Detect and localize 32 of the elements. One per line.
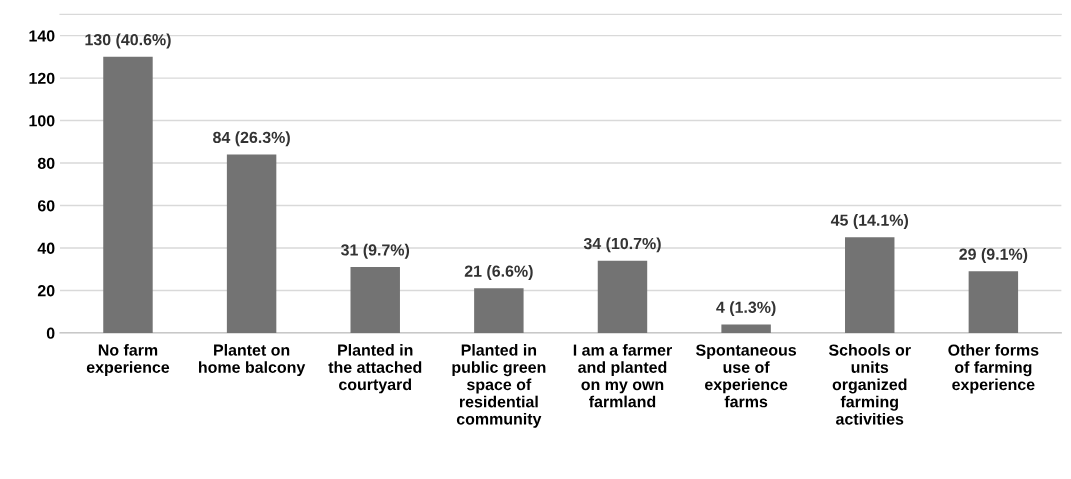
- y-tick-label: 80: [37, 157, 55, 169]
- y-tick-label: 100: [29, 115, 55, 127]
- bar: [845, 237, 895, 333]
- x-tick-label: Other forms of farming experience: [948, 344, 1039, 394]
- bar: [968, 271, 1019, 333]
- data-label: 45 (14.1%): [830, 214, 909, 230]
- bar: [721, 324, 771, 333]
- bar: [103, 56, 153, 333]
- y-tick-label: 140: [29, 30, 55, 42]
- x-tick-label: I am a farmer and planted on my own farmland: [573, 344, 672, 408]
- data-label: 130 (40.6%): [85, 33, 171, 49]
- bar: [597, 260, 648, 333]
- data-label: 31 (9.7%): [340, 243, 410, 259]
- y-tick-label: 0: [46, 327, 55, 339]
- y-tick-label: 120: [29, 72, 55, 85]
- x-tick-label: Schools or units organized farming activities: [828, 344, 911, 425]
- bar: [474, 288, 524, 333]
- data-label: 34 (10.7%): [583, 237, 661, 253]
- data-label: 4 (1.3%): [716, 301, 776, 317]
- y-tick-label: 40: [37, 242, 55, 254]
- data-label: 84 (26.3%): [213, 131, 290, 147]
- data-label: 21 (6.6%): [464, 265, 533, 280]
- x-tick-label: Plantet on home balcony: [199, 344, 306, 377]
- x-tick-label: Planted in public green space of residential community: [452, 344, 546, 428]
- bar: [226, 154, 277, 333]
- y-tick-label: 20: [37, 285, 55, 297]
- y-tick-label: 60: [37, 200, 55, 212]
- x-tick-label: Spontaneous use of experience farms: [695, 344, 797, 408]
- bar: [350, 267, 400, 333]
- data-label: 29 (9.1%): [959, 248, 1028, 263]
- x-tick-label: Planted in the attached courtyard: [328, 344, 422, 394]
- x-tick-label: No farm experience: [86, 344, 170, 377]
